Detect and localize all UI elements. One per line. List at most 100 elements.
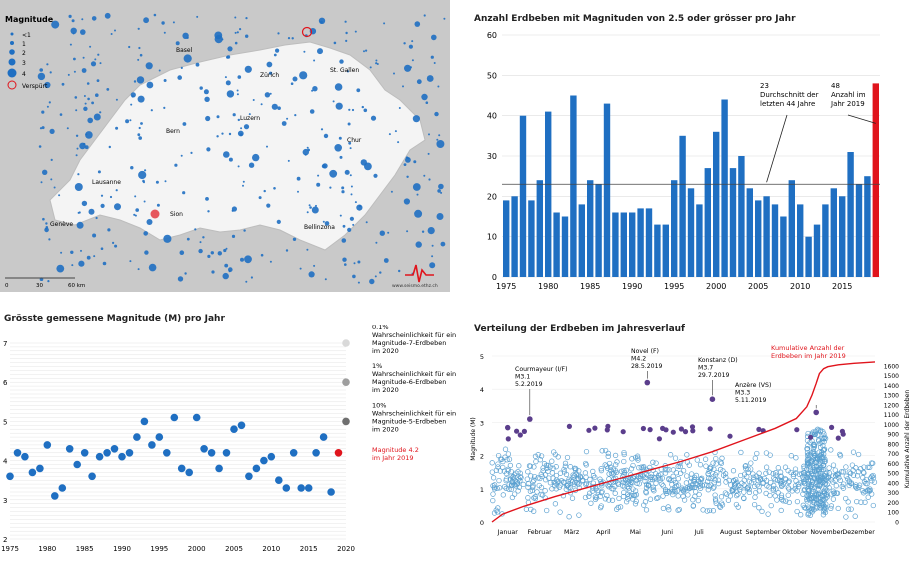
dist-event-ring — [660, 483, 666, 489]
dist-event-ring — [681, 497, 688, 503]
map-quake-dot — [131, 95, 134, 98]
dist-event-ring — [848, 470, 854, 476]
dist-event-ring — [748, 466, 754, 472]
map-quake-dot — [78, 211, 81, 214]
dist-event-ring — [855, 451, 862, 458]
map-quake-dot — [349, 216, 354, 221]
bar-ytick-label: 20 — [487, 192, 497, 201]
map-quake-dot — [205, 115, 211, 122]
dist-ytick-left: 3 — [480, 419, 484, 427]
city-label-chur: Chur — [347, 137, 362, 144]
map-quake-dot — [66, 127, 69, 130]
dist-event-ring — [735, 491, 741, 497]
map-quake-dot — [231, 234, 236, 238]
map-quake-dot — [199, 86, 203, 90]
map-quake-dot — [275, 48, 280, 53]
dist-event-ring — [681, 488, 687, 494]
dist-event-ring — [675, 476, 681, 482]
dist-swarm-ring — [805, 477, 812, 483]
dist-event-ring — [706, 468, 712, 474]
bar-2000 — [713, 131, 720, 277]
dist-event-ring — [854, 498, 860, 505]
map-quake-dot — [317, 48, 323, 55]
dist-event-ring — [713, 455, 719, 462]
map-quake-dot — [357, 260, 361, 264]
dist-event-ring — [845, 506, 852, 512]
map-quake-dot — [324, 221, 330, 226]
map-quake-dot — [438, 183, 444, 190]
dist-event-ring — [624, 484, 631, 490]
dist-event-ring — [518, 474, 524, 481]
map-quake-dot — [237, 118, 240, 122]
dist-large-event — [517, 432, 523, 438]
dist-event-ring — [557, 470, 564, 476]
dist-event-ring — [837, 451, 843, 458]
dist-event-ring — [612, 490, 618, 496]
dist-event-ring — [491, 484, 497, 491]
dist-event-ring — [756, 474, 762, 481]
magnitude-chart-title: Grösste gemessene Magnitude (M) pro Jahr — [4, 314, 225, 324]
dist-event-ring — [690, 503, 696, 509]
city-label-zurich: Zürich — [260, 72, 279, 79]
city-label-luzern: Luzern — [240, 115, 260, 122]
map-quake-dot — [68, 14, 72, 18]
dist-ytick-right: 1000 — [884, 422, 899, 429]
map-quake-dot — [114, 29, 116, 32]
map-quake-dot — [163, 79, 167, 82]
mag-reference-label-7: im 2020 — [372, 347, 399, 355]
dist-event-ring — [713, 500, 719, 506]
dist-event-ring — [569, 495, 576, 501]
map-quake-dot — [138, 136, 142, 140]
dist-ytick-right: 1400 — [884, 383, 899, 390]
dist-event-ring — [710, 460, 716, 466]
mag-xtick-label: 2020 — [337, 545, 355, 553]
dist-event-ring — [718, 460, 725, 466]
map-quake-dot — [46, 63, 49, 66]
dist-event-ring — [737, 486, 743, 493]
dist-event-ring — [773, 470, 779, 476]
map-quake-dot — [240, 257, 244, 262]
earthquake-map: Magnitude <1 1 2 3 4 Verspürt Basel Züri… — [0, 0, 450, 292]
bar-xtick-label: 1975 — [496, 282, 516, 291]
dist-event-ring — [705, 487, 711, 493]
dist-event-ring — [614, 506, 620, 512]
dist-event-ring — [765, 511, 771, 517]
map-quake-dot — [80, 249, 82, 252]
dist-event-ring — [745, 485, 751, 491]
dist-event-ring — [489, 460, 495, 466]
dist-event-ring — [561, 480, 567, 486]
map-quake-dot — [81, 200, 88, 207]
dist-event-label: 5.11.2019 — [735, 397, 767, 404]
dist-swarm-ring — [808, 459, 815, 465]
bar-2006 — [763, 196, 770, 277]
dist-event-ring — [730, 486, 736, 492]
map-quake-dot — [136, 76, 145, 84]
dist-event-ring — [602, 462, 608, 468]
map-quake-dot — [224, 76, 227, 79]
bar-1976 — [511, 196, 518, 277]
map-quake-dot — [78, 260, 85, 267]
dist-ytick-right: 800 — [888, 441, 900, 448]
map-quake-dot — [214, 31, 223, 40]
map-quake-dot — [398, 269, 401, 273]
scale-label-0: 0 — [5, 283, 9, 289]
map-quake-dot — [286, 117, 289, 120]
dist-event-ring — [672, 455, 679, 461]
map-quake-dot — [174, 163, 178, 167]
map-felt-quake-anzere — [150, 209, 160, 219]
dist-ytick-left: 5 — [480, 353, 484, 361]
dist-event-ring — [786, 486, 792, 492]
map-quake-dot — [299, 267, 302, 270]
map-quake-dot — [383, 22, 386, 25]
dist-event-ring — [688, 478, 694, 485]
map-quake-dot — [276, 219, 281, 224]
map-quake-dot — [303, 50, 306, 53]
map-quake-dot — [206, 147, 211, 152]
dist-event-ring — [686, 462, 692, 468]
map-quake-dot — [342, 224, 346, 228]
dist-event-ring — [597, 476, 603, 482]
dist-event-ring — [531, 473, 538, 480]
legend-symbol-2 — [9, 49, 15, 55]
map-quake-dot — [48, 238, 51, 241]
dist-event-ring — [616, 495, 622, 502]
